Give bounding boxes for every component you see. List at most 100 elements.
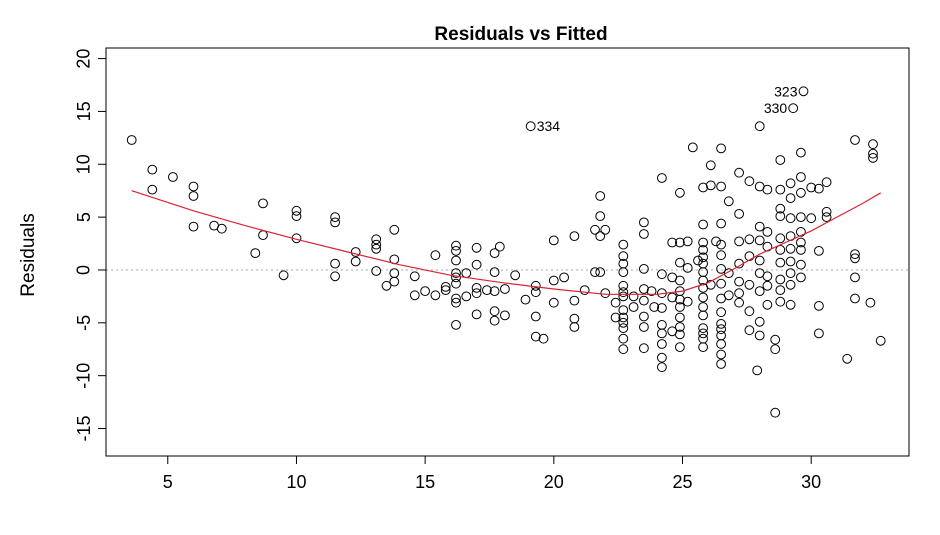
data-point	[657, 362, 667, 373]
data-point	[291, 211, 302, 222]
data-point	[489, 248, 500, 259]
data-point	[821, 206, 832, 217]
data-point	[716, 181, 726, 192]
y-axis: -15 -10 -5 0 5 10 15 20	[74, 49, 107, 442]
data-point	[698, 258, 708, 269]
data-point	[775, 233, 786, 244]
data-point	[510, 270, 521, 281]
data-point	[675, 275, 685, 286]
data-point	[600, 288, 611, 299]
data-point	[471, 288, 482, 299]
data-point	[744, 325, 755, 336]
data-point	[430, 250, 441, 261]
data-point	[850, 272, 860, 283]
y-tick-label: 5	[74, 212, 94, 222]
data-point	[525, 121, 536, 132]
y-tick-label: 10	[74, 154, 94, 174]
data-point	[698, 328, 708, 339]
data-point	[716, 359, 726, 369]
data-point	[667, 237, 678, 248]
data-point	[639, 284, 649, 294]
data-point	[734, 297, 744, 308]
data-point	[762, 299, 773, 310]
data-point	[775, 155, 786, 165]
data-point	[775, 211, 786, 222]
data-point	[471, 242, 482, 253]
data-point	[639, 343, 649, 354]
data-point	[147, 164, 158, 175]
data-point	[698, 342, 708, 353]
data-point	[770, 334, 781, 345]
data-point	[675, 329, 685, 340]
data-point	[821, 177, 832, 188]
data-point	[675, 312, 685, 323]
data-point	[850, 249, 860, 260]
data-point	[188, 221, 199, 232]
data-point	[785, 299, 796, 310]
data-point	[618, 291, 629, 302]
data-point	[278, 270, 289, 281]
data-point	[430, 290, 441, 301]
data-point	[569, 295, 580, 306]
data-point	[520, 294, 531, 305]
data-point	[734, 276, 744, 287]
data-point	[698, 267, 708, 278]
data-point	[705, 160, 716, 171]
data-point	[698, 302, 708, 312]
x-tick-label: 15	[415, 472, 435, 492]
data-point	[675, 237, 685, 248]
data-point	[754, 235, 765, 246]
data-point	[796, 212, 806, 223]
data-point	[775, 184, 786, 195]
data-point	[693, 255, 703, 266]
data-point	[451, 246, 461, 256]
data-point	[785, 268, 796, 279]
data-point	[548, 275, 559, 286]
data-point	[754, 255, 765, 266]
data-point	[775, 296, 786, 307]
data-point	[639, 295, 649, 306]
x-tick-label: 20	[544, 472, 564, 492]
data-point	[618, 323, 629, 334]
data-point	[675, 294, 685, 305]
data-point	[548, 235, 559, 246]
data-point	[371, 266, 382, 276]
data-point	[814, 328, 824, 339]
data-point	[440, 282, 451, 292]
data-point	[775, 274, 786, 285]
data-point	[618, 333, 629, 344]
data-point	[530, 331, 541, 342]
data-point	[461, 291, 472, 302]
data-point	[618, 251, 629, 262]
x-tick-label: 5	[163, 472, 173, 492]
data-point	[716, 319, 726, 329]
data-point	[451, 278, 461, 289]
data-point	[814, 301, 824, 311]
data-point	[734, 236, 744, 247]
data-point	[796, 259, 806, 270]
data-point	[569, 322, 580, 332]
data-point	[628, 302, 639, 312]
data-point	[687, 142, 698, 153]
data-point	[291, 205, 302, 216]
data-point	[698, 292, 708, 303]
data-point	[775, 257, 786, 268]
data-point	[489, 315, 500, 326]
data-points	[126, 86, 886, 418]
x-tick-label: 10	[286, 472, 306, 492]
data-point	[258, 198, 268, 209]
data-point	[682, 263, 693, 273]
data-point	[610, 297, 621, 308]
data-point	[618, 305, 629, 316]
data-point	[126, 135, 137, 145]
data-point	[451, 320, 461, 330]
data-point	[698, 219, 708, 230]
x-tick-label: 30	[801, 472, 821, 492]
point-annotation: 334	[537, 118, 561, 134]
data-point	[618, 317, 629, 328]
data-point	[806, 213, 817, 224]
data-point	[489, 286, 500, 297]
data-point	[451, 297, 461, 308]
data-point	[762, 271, 773, 282]
